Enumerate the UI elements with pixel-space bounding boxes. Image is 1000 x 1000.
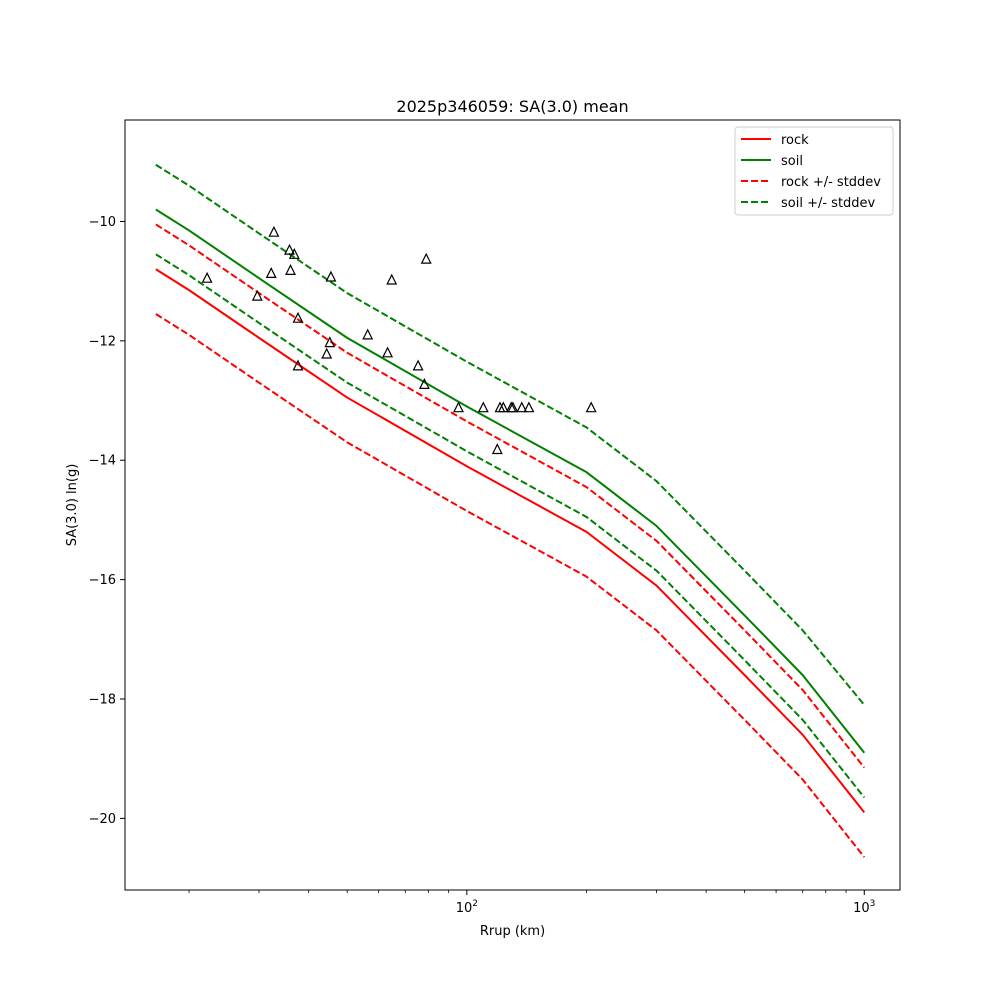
- y-tick-label: −18: [89, 692, 116, 707]
- observation-marker: [268, 225, 280, 237]
- legend-label: soil +/- stddev: [781, 196, 876, 211]
- chart-title: 2025p346059: SA(3.0) mean: [396, 97, 628, 116]
- series-line-2: [155, 313, 866, 858]
- observation-marker: [477, 401, 489, 413]
- series-line-3: [155, 223, 866, 769]
- legend-label: rock: [781, 133, 809, 148]
- series-line-5: [155, 163, 866, 706]
- observation-marker: [491, 443, 503, 455]
- observation-marker: [453, 401, 464, 413]
- y-axis-label: SA(3.0) ln(g): [65, 464, 80, 547]
- observation-marker: [321, 347, 333, 359]
- y-tick-label: −20: [89, 812, 116, 827]
- observation-marker: [418, 378, 430, 389]
- observation-marker: [412, 359, 424, 371]
- series-line-1: [155, 208, 866, 754]
- observation-marker: [292, 359, 304, 371]
- y-axis: −20 −18 −16 −14 −12 −10: [89, 215, 125, 827]
- observations-layer: [201, 225, 597, 455]
- y-tick-label: −16: [89, 573, 116, 588]
- observation-marker: [265, 267, 277, 278]
- series-line-4: [155, 253, 866, 799]
- observation-marker: [585, 401, 597, 413]
- observation-marker: [288, 247, 300, 259]
- observation-marker: [382, 346, 394, 358]
- observation-marker: [325, 270, 337, 282]
- series-layer: [155, 163, 866, 858]
- series-line-0: [155, 268, 866, 814]
- plot-frame: [124, 119, 901, 891]
- y-tick-label: −10: [89, 215, 116, 230]
- observation-marker: [362, 328, 374, 340]
- observation-marker: [285, 264, 296, 275]
- observation-marker: [507, 401, 519, 413]
- y-tick-label: −14: [89, 454, 116, 469]
- observation-marker: [284, 243, 295, 255]
- legend-items: rock soil rock +/- stddev soil +/- stddev: [741, 133, 881, 211]
- x-tick-exponent: 3: [870, 899, 876, 909]
- observation-marker: [201, 271, 213, 283]
- legend-label: soil: [781, 154, 803, 169]
- legend: rock soil rock +/- stddev soil +/- stddev: [734, 126, 894, 216]
- observation-marker: [251, 289, 263, 301]
- observation-marker: [292, 311, 304, 323]
- observation-marker: [497, 401, 509, 413]
- x-axis-label: Rrup (km): [480, 924, 545, 939]
- y-tick-label: −12: [89, 334, 116, 349]
- observation-marker: [516, 401, 528, 413]
- legend-box: [734, 126, 894, 216]
- observation-marker: [324, 336, 336, 348]
- observation-marker: [523, 401, 535, 413]
- x-tick-exponent: 2: [472, 899, 478, 909]
- legend-label: rock +/- stddev: [781, 175, 881, 190]
- observation-marker: [386, 273, 398, 285]
- observation-marker: [420, 252, 432, 264]
